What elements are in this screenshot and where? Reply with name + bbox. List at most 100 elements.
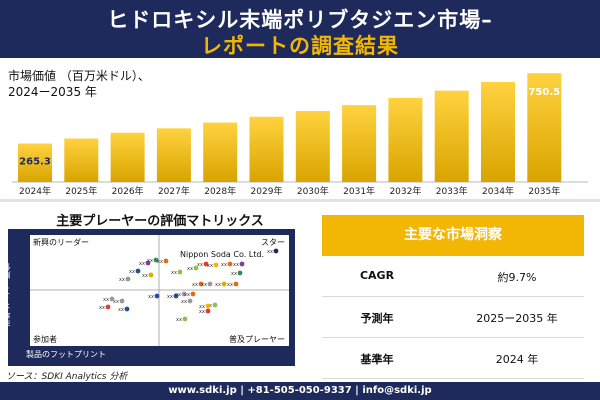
matrix-panel: xx xx xx xx xx xx xx xx xx xx xx xx xx xx xx xx xx xx xx xx… (30, 235, 289, 346)
x-tick-label: 2027年 (158, 185, 190, 197)
matrix-point (125, 276, 131, 282)
matrix-y-axis-label: 市場シェア・順位 (2, 263, 11, 328)
bar-2026年 (110, 132, 145, 182)
matrix-point-label: xx (171, 270, 177, 276)
matrix-point (227, 261, 233, 267)
matrix-point-label: xx (231, 271, 237, 277)
matrix-point-label: xx (167, 294, 173, 300)
matrix-point (221, 281, 227, 287)
x-tick-label: 2031年 (343, 185, 375, 197)
matrix-point (105, 304, 111, 310)
section-divider (0, 199, 600, 202)
matrix-point-label: xx (201, 282, 207, 288)
matrix-point-label: xx (103, 297, 109, 303)
x-tick-label: 2030年 (297, 185, 329, 197)
matrix-point-label: xx (118, 307, 124, 313)
bar-data-label: 265.3 (19, 157, 51, 168)
bar-2030年 (295, 110, 330, 182)
matrix-point-label: xx (227, 282, 233, 288)
insights-header: 主要な市場洞察 (322, 215, 584, 256)
matrix-point-label: xx (221, 262, 227, 268)
bar-2035年 (527, 73, 562, 182)
matrix-point (145, 260, 151, 266)
bar-2024年 (18, 143, 52, 182)
bar-2034年 (481, 81, 515, 182)
x-tick-label: 2035年 (528, 185, 560, 197)
matrix-point-label: xx (187, 266, 193, 272)
matrix-point (135, 268, 141, 274)
matrix-point (203, 261, 209, 267)
matrix-point (237, 270, 243, 276)
matrix-point (233, 281, 239, 287)
insight-value: 2025ー2035 年 (476, 312, 558, 325)
insight-row-cagr: CAGR 約9.7% (322, 256, 584, 297)
matrix-point (273, 248, 279, 254)
bar-2031年 (342, 105, 377, 182)
matrix-point (190, 291, 196, 297)
x-tick-label: 2033年 (436, 185, 468, 197)
matrix-point-label: xx (147, 258, 153, 264)
matrix-point (119, 298, 125, 304)
matrix-point-label: xx (199, 309, 205, 315)
x-tick-label: 2028年 (204, 185, 236, 197)
matrix-point (205, 308, 211, 314)
highlight-company-label: Nippon Soda Co. Ltd. (180, 250, 265, 259)
title-banner: ヒドロキシル末端ポリブタジエン市場– レポートの調査結果 (0, 0, 600, 58)
matrix-point-label: xx (233, 262, 239, 268)
x-tick-label: 2025年 (65, 185, 97, 197)
matrix-point (148, 272, 154, 278)
bar-chart: 2024年 265.3 2025年 2026年 2027年 2028年 2029年 2030年… (12, 73, 588, 197)
matrix-point-label: xx (129, 269, 135, 275)
matrix-point-label: xx (99, 305, 105, 311)
x-tick-label: 2026年 (112, 185, 144, 197)
matrix-point (212, 302, 218, 308)
matrix-point (239, 261, 245, 267)
matrix-point-label: xx (157, 259, 163, 265)
matrix-point (109, 296, 115, 302)
matrix-point-label: xx (215, 282, 221, 288)
matrix-point (181, 291, 187, 297)
chart-y-label: 市場価値 （百万米ドル）、 2024ー2035 年 (8, 69, 150, 99)
source-note: ソース：SDKI Analytics 分析 (6, 372, 128, 382)
insight-value: 2024 年 (495, 353, 539, 366)
quadrant-label-top-left: 新興のリーダー (33, 238, 89, 247)
matrix-point-label: xx (197, 262, 203, 268)
matrix-point (153, 257, 159, 263)
insight-key: 予測年 (360, 312, 394, 325)
matrix-point (207, 281, 213, 287)
matrix-point (205, 303, 211, 309)
matrix-point (198, 281, 204, 287)
title-line-2: レポートの調査結果 (201, 34, 399, 58)
bar-2032年 (388, 97, 423, 182)
x-tick-label: 2029年 (251, 185, 283, 197)
bar-2027年 (156, 128, 191, 182)
bar-2028年 (203, 122, 238, 182)
bar-data-label: 750.5 (528, 87, 560, 98)
matrix-point-label: xx (192, 282, 198, 288)
matrix-point-label: xx (148, 294, 154, 300)
insight-value: 約9.7% (497, 271, 537, 284)
matrix-point (124, 306, 130, 312)
x-tick-label: 2032年 (389, 185, 421, 197)
insight-row-base-year: 基準年 2024 年 (322, 338, 584, 379)
matrix-point (173, 293, 179, 299)
matrix-point (187, 298, 193, 304)
matrix-point (193, 265, 199, 271)
matrix-point (182, 316, 188, 322)
quadrant-label-bottom-right: 普及プレーヤー (229, 335, 285, 344)
bar-2025年 (64, 138, 99, 182)
matrix-point-label: xx (139, 261, 145, 267)
x-tick-label: 2024年 (19, 185, 51, 197)
insight-row-forecast: 予測年 2025ー2035 年 (322, 297, 584, 338)
x-tick-label: 2034年 (482, 185, 514, 197)
matrix-point-label: xx (199, 304, 205, 310)
matrix-point (154, 293, 160, 299)
matrix-title: 主要プレーヤーの評価マトリックス (56, 214, 264, 229)
matrix-point-label: xx (113, 299, 119, 305)
insight-key: CAGR (359, 269, 395, 282)
matrix-point-label: xx (184, 292, 190, 298)
matrix-point (163, 258, 169, 264)
quadrant-label-top-right: スター (261, 238, 285, 247)
matrix-point-label: xx (142, 273, 148, 279)
